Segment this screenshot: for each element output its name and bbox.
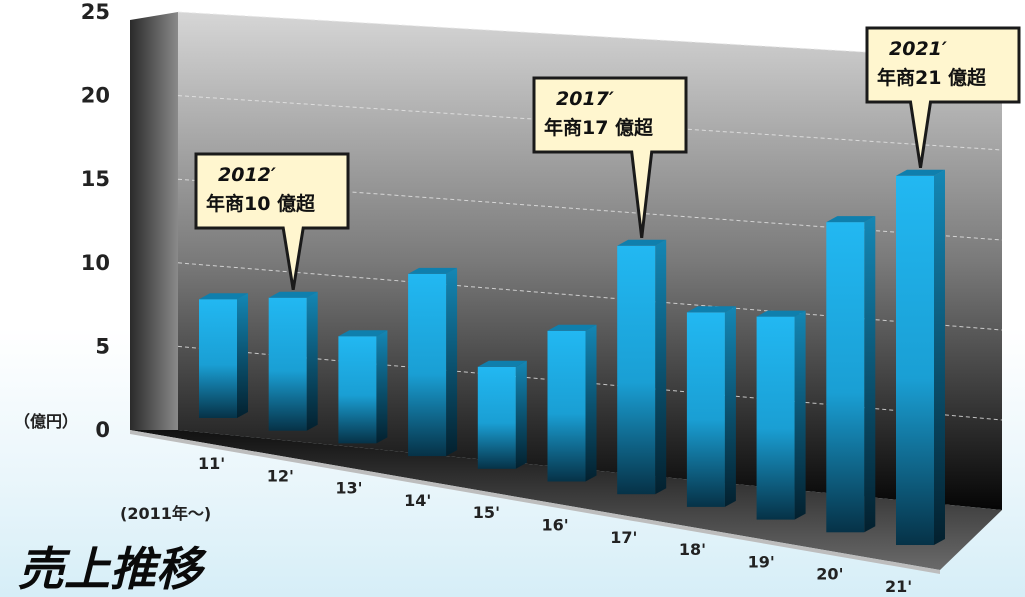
bar-front	[408, 273, 447, 457]
floor	[130, 430, 1002, 570]
bar-top	[408, 267, 458, 274]
bar	[686, 306, 736, 507]
bar-top	[547, 324, 597, 331]
callout-box	[532, 76, 688, 238]
bar-front	[826, 222, 865, 533]
bar-front	[617, 245, 656, 495]
callout-year: 2021′	[889, 38, 947, 60]
bar-top	[686, 306, 736, 313]
bar	[617, 239, 667, 495]
bar-top	[617, 239, 667, 246]
x-tick-label: 12'	[267, 466, 294, 485]
y-tick-label: 10	[81, 251, 110, 275]
annotation-callout: 2012′ 年商10 億超	[194, 152, 350, 290]
x-tick-label: 17'	[610, 528, 637, 547]
bar	[268, 291, 318, 431]
bar-top	[199, 293, 248, 300]
bar-front	[477, 366, 516, 469]
bar-side	[585, 324, 597, 482]
bar	[756, 310, 806, 520]
y-tick-label: 20	[81, 84, 110, 108]
bar-side	[934, 169, 945, 546]
x-tick-label: 21'	[885, 577, 912, 596]
left-wall	[130, 12, 178, 430]
bar-top	[477, 360, 527, 367]
bar-top	[896, 169, 945, 176]
bar-front	[686, 312, 725, 507]
annotations: 2012′ 年商10 億超 2017′ 年商17 億超 2021′ 年商21 億超	[194, 26, 1021, 290]
bar-top	[826, 216, 876, 223]
x-tick-label: 15'	[473, 503, 500, 522]
bar	[547, 324, 597, 482]
bars	[199, 169, 945, 546]
y-axis-unit: （億円）	[14, 412, 78, 431]
bar-top	[756, 310, 806, 317]
x-tick-label: 20'	[816, 565, 843, 584]
bar	[826, 216, 876, 533]
bar	[896, 169, 945, 546]
gridline	[177, 11, 1003, 61]
floor-front-edge	[130, 430, 940, 574]
y-tick-label: 0	[95, 418, 110, 442]
y-tick-label: 15	[81, 167, 110, 191]
bar-side	[446, 267, 458, 457]
callout-text: 年商21 億超	[877, 66, 987, 89]
x-tick-label: 14'	[404, 491, 431, 510]
bar	[338, 330, 388, 444]
bar-side	[306, 291, 318, 431]
annotation-callout: 2017′ 年商17 億超	[532, 76, 688, 238]
bar	[408, 267, 458, 457]
callout-year: 2017′	[556, 88, 614, 110]
bar-front	[756, 316, 795, 520]
callout-text: 年商17 億超	[544, 116, 654, 139]
callout-year: 2012′	[218, 164, 276, 186]
callout-box	[194, 152, 350, 290]
bar-side	[724, 306, 736, 507]
bar-front	[268, 297, 307, 431]
x-tick-label: 16'	[542, 516, 569, 535]
x-tick-label: 11'	[198, 454, 225, 473]
bar	[477, 360, 527, 469]
bar-top	[268, 291, 318, 298]
x-tick-label: 18'	[679, 540, 706, 559]
chart-title: 売上推移	[18, 542, 207, 596]
bar-side	[794, 310, 806, 520]
x-tick-label: 19'	[748, 552, 775, 571]
bar-side	[655, 239, 667, 495]
y-axis-ticks: 0 5 10 15 20 25	[81, 0, 110, 442]
bar	[199, 293, 248, 418]
y-tick-label: 5	[95, 334, 110, 358]
bar-front	[896, 175, 934, 546]
bar-front	[547, 330, 586, 482]
bar-side	[237, 293, 248, 418]
x-tick-label: 13'	[335, 479, 362, 498]
bar-front	[338, 336, 377, 444]
x-axis-ticks: 11' 12' 13' 14' 15' 16' 17' 18' 19' 20' 21'	[198, 454, 912, 596]
gridline	[177, 95, 1003, 151]
bar-side	[376, 330, 388, 444]
bar-side	[864, 216, 876, 533]
annotation-callout: 2021′ 年商21 億超	[865, 26, 1021, 169]
callout-box	[865, 26, 1021, 169]
x-axis-label: (2011年～)	[120, 504, 211, 523]
y-tick-label: 25	[81, 0, 110, 24]
callout-text: 年商10 億超	[206, 192, 316, 215]
bar-top	[338, 330, 388, 337]
bar-side	[515, 360, 527, 469]
bar-front	[199, 299, 237, 418]
